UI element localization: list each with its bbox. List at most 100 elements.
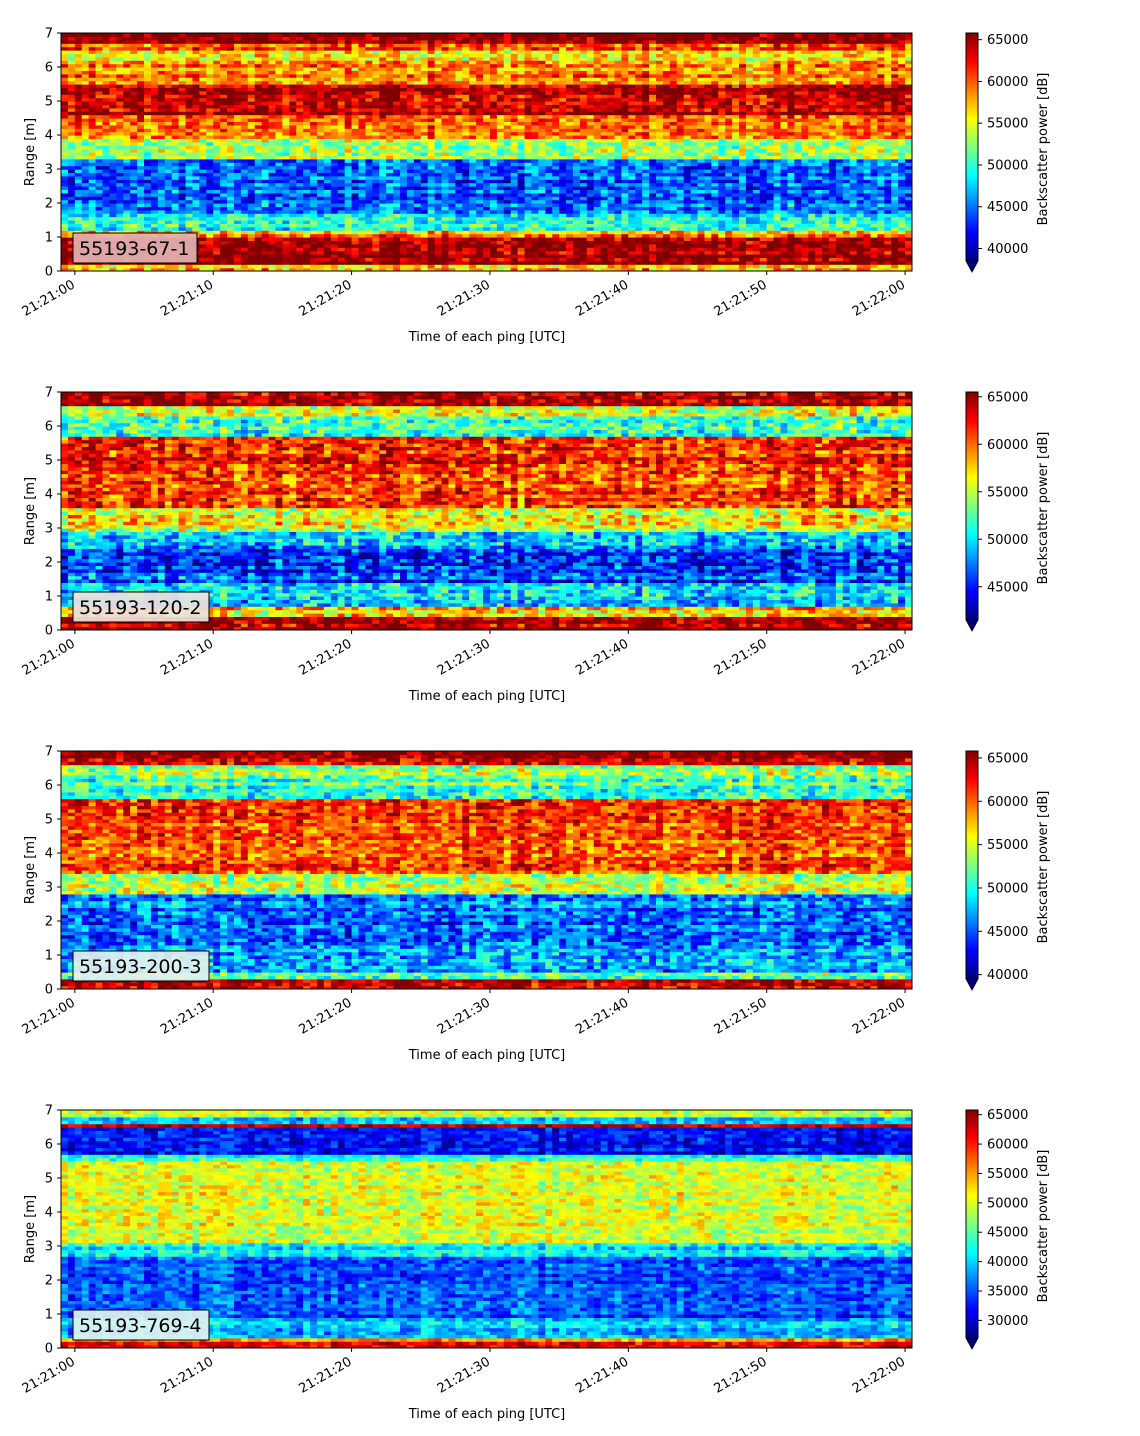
heatmap-cell [503, 264, 512, 269]
heatmap-cell [150, 220, 159, 224]
heatmap-cell [261, 226, 270, 231]
heatmap-cell [517, 118, 526, 122]
heatmap-cell [462, 172, 470, 177]
heatmap-cell [316, 175, 325, 180]
heatmap-cell [61, 94, 69, 99]
heatmap-cell [109, 39, 117, 44]
heatmap-cell [538, 111, 546, 116]
heatmap-cell [254, 250, 263, 255]
heatmap-cell [130, 104, 138, 109]
heatmap-cell [185, 148, 194, 153]
heatmap-cell [289, 175, 297, 180]
heatmap-cell [289, 260, 297, 265]
heatmap-cell [303, 141, 311, 146]
heatmap-cell [441, 233, 450, 238]
heatmap-cell [123, 46, 131, 51]
heatmap-cell [61, 101, 69, 105]
heatmap-cell [109, 70, 117, 75]
heatmap-cell [261, 111, 270, 116]
heatmap-cell [358, 182, 367, 187]
heatmap-cell [95, 101, 104, 105]
heatmap-cell [448, 267, 456, 271]
heatmap-cell [296, 260, 304, 265]
heatmap-cell [247, 192, 256, 197]
heatmap-cell [95, 39, 104, 44]
heatmap-cell [455, 141, 463, 146]
heatmap-cell [441, 260, 450, 265]
heatmap-cell [268, 128, 277, 133]
heatmap-cell [496, 233, 505, 238]
heatmap-cell [344, 267, 353, 271]
heatmap-cell [130, 36, 138, 41]
heatmap-cell [316, 267, 325, 271]
heatmap-cell [420, 250, 429, 255]
heatmap-cell [462, 152, 470, 156]
heatmap-cell [102, 39, 111, 44]
heatmap-cell [379, 213, 387, 218]
heatmap-cell [178, 192, 187, 197]
heatmap-cell [199, 182, 207, 187]
heatmap-cell [310, 267, 318, 271]
heatmap-cell [379, 226, 387, 231]
heatmap-cell [81, 155, 90, 160]
heatmap-cell [130, 124, 138, 129]
heatmap-cell [316, 247, 325, 252]
heatmap-cell [88, 216, 97, 221]
heatmap-cell [365, 243, 373, 248]
heatmap-cell [531, 196, 539, 201]
heatmap-cell [275, 192, 283, 197]
heatmap-cell [503, 121, 512, 126]
heatmap-cell [102, 101, 111, 105]
heatmap-cell [74, 124, 83, 129]
heatmap-cell [365, 148, 373, 153]
heatmap-cell [303, 182, 311, 187]
heatmap-cell [213, 114, 221, 119]
heatmap-cell [372, 226, 380, 231]
heatmap-cell [489, 216, 498, 221]
heatmap-cell [386, 104, 394, 109]
heatmap-cell [469, 206, 477, 211]
heatmap-cell [247, 199, 256, 204]
heatmap-cell [213, 250, 221, 255]
heatmap-cell [503, 118, 512, 122]
heatmap-cell [164, 196, 173, 201]
heatmap-cell [386, 196, 394, 201]
heatmap-cell [413, 73, 422, 78]
heatmap-cell [81, 206, 90, 211]
heatmap-cell [95, 192, 104, 197]
heatmap-cell [157, 50, 166, 54]
heatmap-cell [74, 33, 83, 37]
heatmap-cell [316, 196, 325, 201]
heatmap-cell [434, 80, 443, 85]
heatmap-cell [483, 90, 491, 95]
heatmap-cell [240, 233, 249, 238]
heatmap-cell [240, 90, 249, 95]
heatmap-cell [552, 260, 560, 265]
heatmap-cell [303, 254, 311, 258]
heatmap-cell [489, 111, 498, 116]
heatmap-cell [469, 209, 477, 214]
heatmap-cell [386, 70, 394, 75]
heatmap-cell [137, 175, 145, 180]
heatmap-cell [420, 148, 429, 153]
heatmap-cell [247, 77, 256, 82]
heatmap-cell [393, 56, 401, 61]
heatmap-cell [282, 73, 290, 78]
heatmap-cell [448, 124, 456, 129]
heatmap-cell [199, 247, 207, 252]
heatmap-cell [372, 80, 380, 85]
heatmap-cell [74, 111, 83, 116]
heatmap-cell [524, 46, 533, 51]
heatmap-cell [81, 121, 90, 126]
heatmap-cell [185, 50, 194, 54]
heatmap-cell [441, 247, 450, 252]
heatmap-cell [137, 216, 145, 221]
heatmap-cell [254, 172, 263, 177]
heatmap-cell [434, 121, 443, 126]
heatmap-cell [337, 111, 346, 116]
heatmap-cell [88, 220, 97, 224]
heatmap-cell [171, 67, 180, 71]
heatmap-cell [337, 39, 346, 44]
heatmap-cell [552, 203, 560, 207]
heatmap-cell [192, 230, 200, 235]
